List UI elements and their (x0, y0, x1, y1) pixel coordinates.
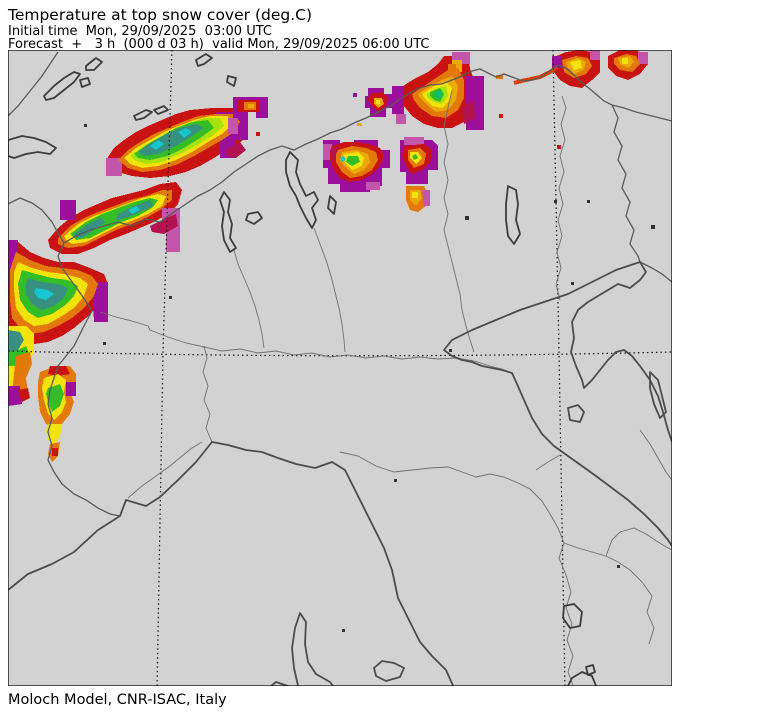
rivers (99, 89, 513, 499)
initial-time-line: Initial time Mon, 29/09/2025 03:00 UTC (8, 24, 272, 39)
graticule (8, 50, 672, 686)
regional-borders (202, 95, 672, 686)
town-markers (84, 124, 655, 632)
map-canvas (8, 50, 672, 686)
temperature-patches (8, 50, 648, 462)
footer-credit: Moloch Model, CNR-ISAC, Italy (8, 692, 227, 708)
national-borders (8, 51, 672, 517)
lakes (8, 53, 597, 686)
colorbar: 0.50.0-0.5-1.0-1.5-2.0-3.0-4.0-5.0-6.0-7… (684, 0, 760, 713)
page-title: Temperature at top snow cover (deg.C) (8, 6, 312, 24)
coastlines (8, 261, 672, 686)
forecast-valid-line: Forecast + 3 h (000 d 03 h) valid Mon, 2… (8, 36, 430, 52)
